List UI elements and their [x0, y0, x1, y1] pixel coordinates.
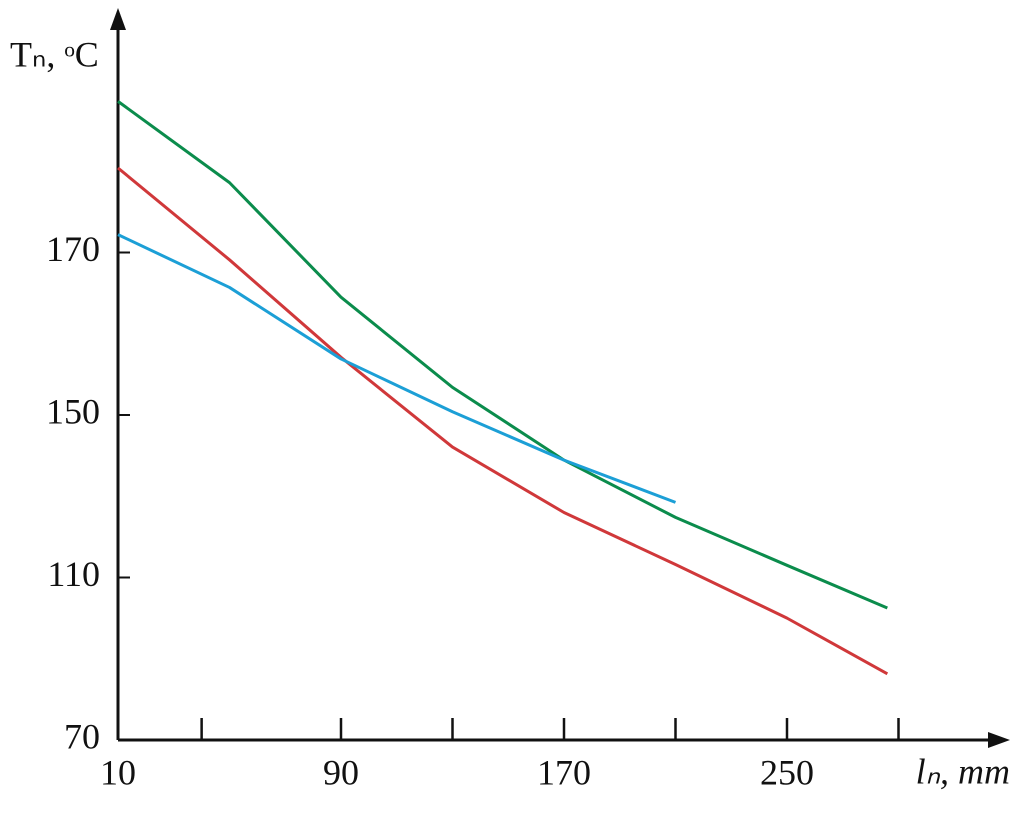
- series-line: [117, 100, 888, 610]
- series-line: [117, 233, 677, 504]
- x-tick-label: 90: [323, 752, 359, 792]
- y-tick-label: 170: [46, 229, 100, 269]
- y-axis-label: Tₙ, ᵒC: [10, 34, 99, 74]
- y-tick-label: 150: [46, 391, 100, 431]
- x-axis-label: lₙ, mm: [916, 751, 1010, 791]
- y-axis-arrow: [110, 8, 126, 30]
- y-tick-label: 70: [64, 716, 100, 756]
- x-tick-label: 170: [537, 752, 591, 792]
- x-tick-label: 250: [760, 752, 814, 792]
- x-axis-arrow: [988, 732, 1010, 748]
- series-line: [117, 166, 889, 676]
- x-tick-label: 10: [100, 752, 136, 792]
- y-tick-label: 110: [47, 554, 100, 594]
